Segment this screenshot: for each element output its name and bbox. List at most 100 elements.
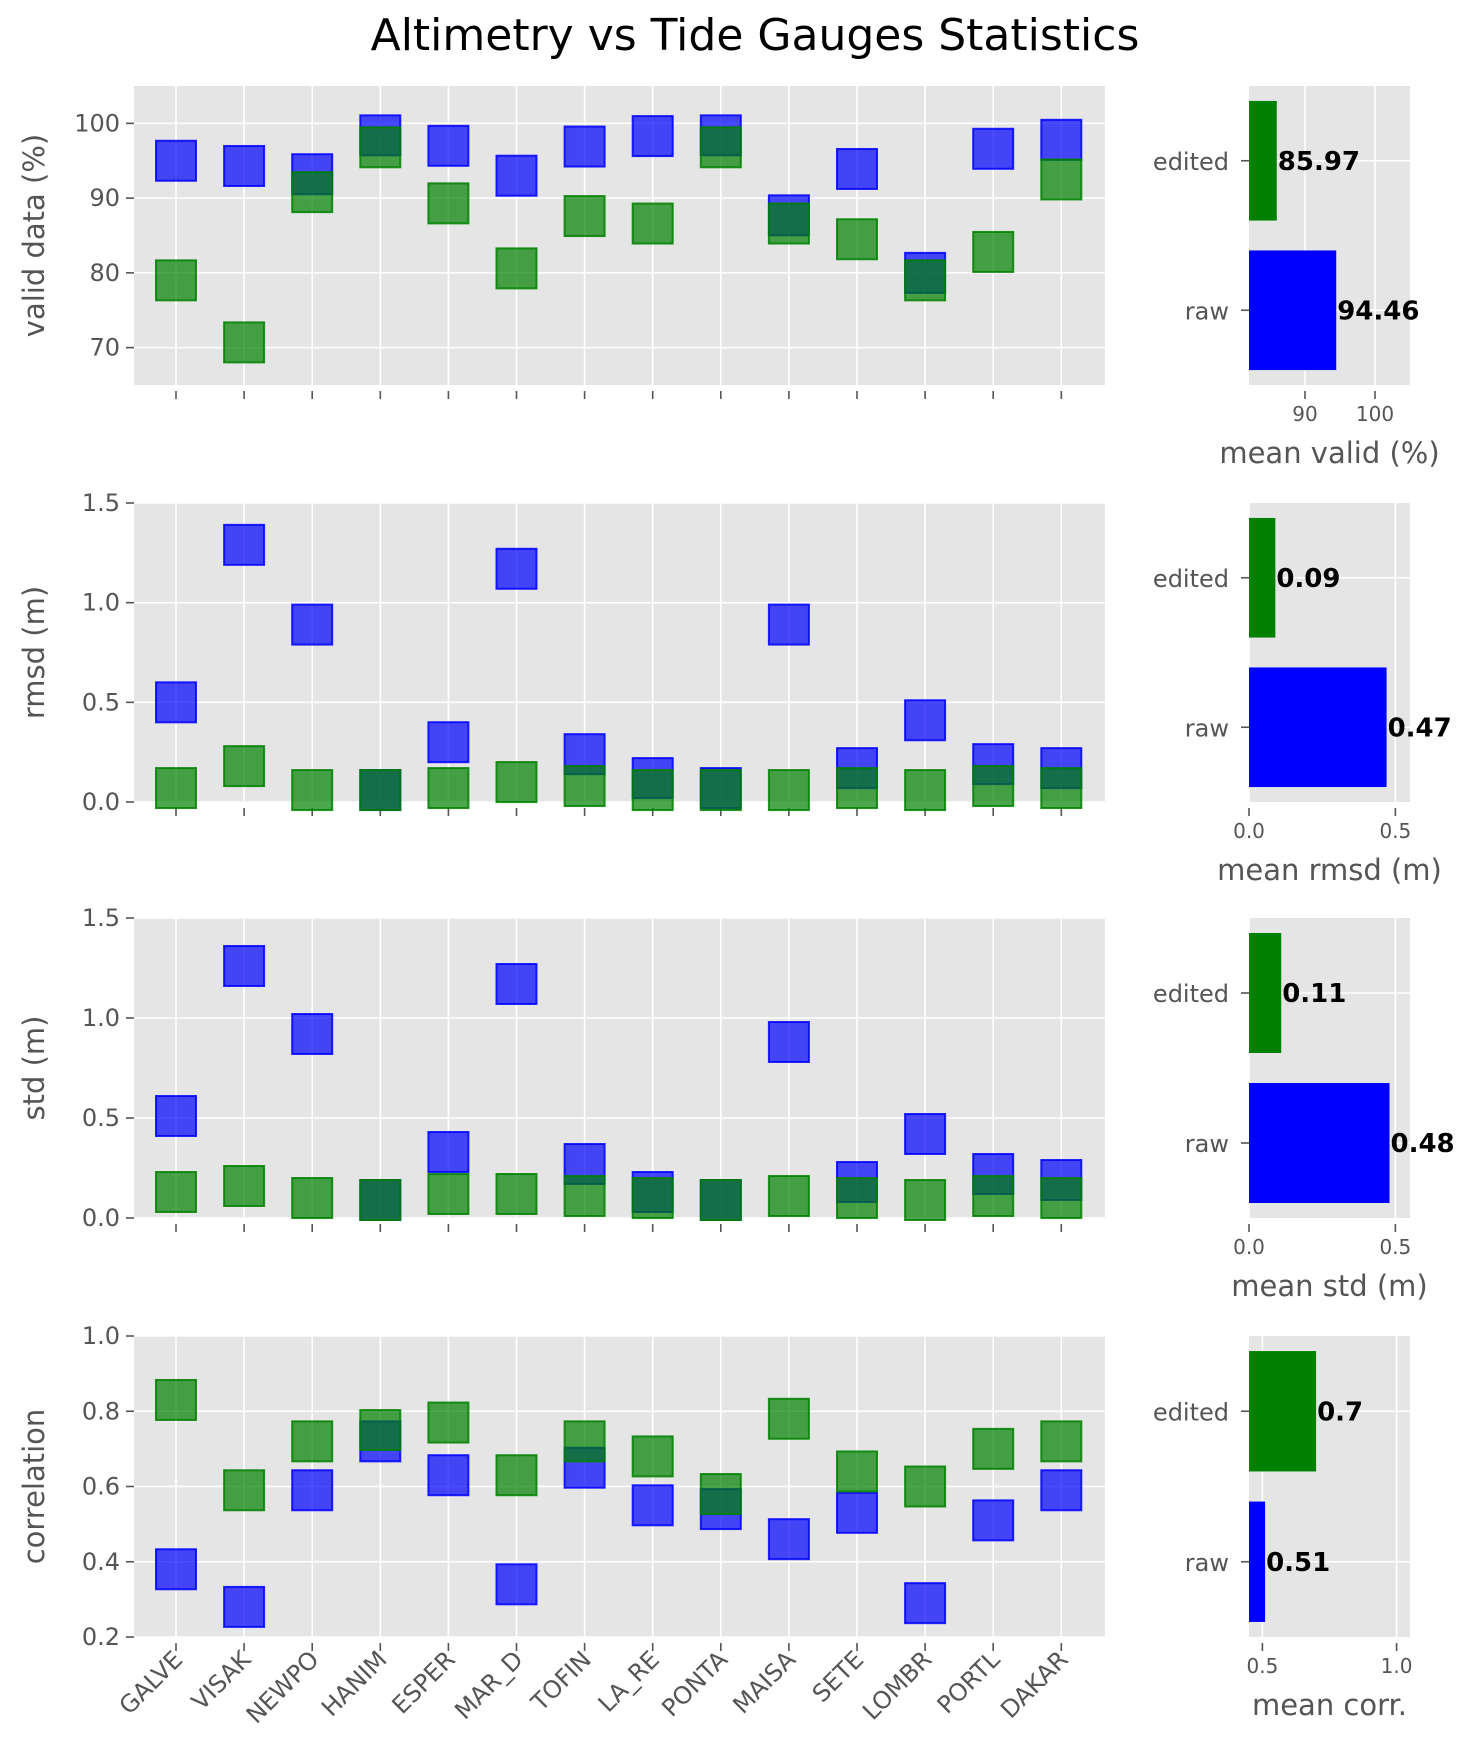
edited-marker	[1040, 158, 1083, 201]
bar-value-label: 0.48	[1391, 1129, 1455, 1159]
edited-marker	[972, 1175, 1015, 1217]
raw-marker	[836, 147, 878, 190]
mean-bar-panel-3: 0.0 0.5 edited 0.11 raw 0.48 mean std (m)	[1153, 918, 1455, 1303]
xtick-label: 0.0	[1233, 1235, 1265, 1259]
x-axis-label: mean corr.	[1252, 1688, 1407, 1722]
edited-marker	[427, 182, 470, 225]
x-axis-label: mean rmsd (m)	[1217, 853, 1442, 887]
raw-marker	[427, 1454, 470, 1497]
edited-marker	[699, 126, 742, 169]
edited-marker	[767, 1397, 810, 1440]
edited-marker	[836, 218, 878, 261]
xtick-label: 0.0	[1233, 819, 1265, 843]
edited-marker	[972, 230, 1015, 273]
raw-marker	[767, 603, 810, 646]
ytick-label: 0.4	[82, 1548, 120, 1576]
raw-bar	[1249, 1083, 1390, 1203]
edited-marker	[767, 1175, 810, 1217]
mean-bar-panel-2: 0.0 0.5 edited 0.09 raw 0.47 mean rmsd (m)	[1153, 503, 1452, 887]
raw-marker	[291, 603, 334, 646]
category-label: edited	[1153, 148, 1229, 176]
raw-marker	[291, 1469, 334, 1512]
edited-marker	[427, 1173, 470, 1215]
ytick-label: 80	[89, 259, 120, 287]
edited-marker	[631, 769, 674, 812]
raw-marker	[631, 1484, 674, 1527]
edited-marker	[155, 1171, 197, 1213]
edited-marker	[836, 1177, 878, 1219]
xtick-label: 0.5	[1247, 1654, 1279, 1678]
edited-marker	[155, 767, 197, 810]
panel-background	[134, 918, 1105, 1218]
ytick-label: 0.2	[82, 1623, 120, 1651]
edited-marker	[631, 1177, 674, 1219]
xtick-label: 100	[1356, 402, 1394, 426]
raw-bar	[1249, 667, 1387, 788]
edited-marker	[904, 1179, 947, 1221]
edited-marker	[223, 745, 266, 788]
station-scatter-panels: 70 80 90 100 valid data (%) 0.0 0.5 1.0 1.5 rmsd …	[17, 86, 1105, 1729]
panel-background	[134, 503, 1105, 802]
edited-marker	[631, 1435, 674, 1478]
ytick-label: 0.5	[82, 688, 120, 716]
edited-marker	[291, 769, 334, 812]
mean-bar-panel-1: 90 100 edited 85.97 raw 94.46 mean valid (%)	[1153, 86, 1440, 470]
edited-marker	[359, 1179, 402, 1221]
xtick-label: 90	[1292, 402, 1317, 426]
station-label: DAKAR	[995, 1645, 1073, 1723]
station-label: SETE	[807, 1645, 869, 1707]
edited-marker	[223, 1165, 266, 1207]
edited-marker	[1040, 1177, 1083, 1219]
bar-value-label: 0.09	[1276, 564, 1340, 594]
xtick-label: 0.5	[1379, 1235, 1411, 1259]
raw-marker	[155, 1548, 197, 1591]
edited-bar	[1249, 517, 1276, 638]
raw-marker	[223, 144, 266, 187]
y-axis-label: valid data (%)	[17, 134, 51, 337]
ytick-label: 0.0	[82, 788, 120, 816]
edited-marker	[291, 1177, 334, 1219]
edited-marker	[563, 1420, 606, 1463]
station-label: TOFIN	[525, 1645, 597, 1717]
raw-marker	[836, 1491, 878, 1534]
category-label: raw	[1185, 1130, 1229, 1158]
edited-marker	[836, 1450, 878, 1493]
raw-marker	[495, 154, 538, 197]
edited-marker	[904, 1465, 947, 1508]
edited-marker	[699, 1179, 742, 1221]
x-axis-label: mean std (m)	[1231, 1269, 1427, 1303]
ytick-label: 0.5	[82, 1104, 120, 1132]
edited-marker	[427, 1401, 470, 1444]
raw-marker	[223, 945, 266, 987]
edited-marker	[495, 761, 538, 804]
y-axis-label: std (m)	[17, 1016, 51, 1121]
scatter-panel-2: 0.0 0.5 1.0 1.5 rmsd (m)	[17, 489, 1105, 816]
station-label: NEWPO	[241, 1645, 325, 1729]
edited-marker	[1040, 1420, 1083, 1463]
station-label: GALVE	[114, 1645, 188, 1719]
edited-marker	[155, 1378, 197, 1421]
y-axis-label: correlation	[17, 1409, 51, 1565]
raw-marker	[972, 1499, 1015, 1542]
edited-marker	[1040, 767, 1083, 810]
ytick-label: 90	[89, 184, 120, 212]
raw-marker	[904, 1113, 947, 1155]
xtick-label: 1.0	[1381, 1654, 1413, 1678]
edited-marker	[155, 259, 197, 302]
raw-marker	[155, 1095, 197, 1137]
bar-value-label: 0.47	[1388, 713, 1452, 743]
edited-marker	[495, 1173, 538, 1215]
raw-marker	[427, 1131, 470, 1173]
raw-marker	[155, 139, 197, 182]
station-label: MAR_D	[449, 1645, 528, 1724]
scatter-panel-4: 0.20.40.60.81.0GALVEVISAKNEWPOHANIMESPER…	[17, 1322, 1105, 1729]
edited-bar	[1249, 933, 1282, 1053]
raw-marker	[291, 1013, 334, 1055]
edited-marker	[563, 765, 606, 808]
edited-marker	[836, 767, 878, 810]
raw-marker	[631, 115, 674, 158]
raw-marker	[563, 125, 606, 168]
mean-bar-panel-4: 0.5 1.0 edited 0.7 raw 0.51 mean corr.	[1153, 1336, 1413, 1722]
edited-marker	[699, 1473, 742, 1516]
edited-marker	[563, 1175, 606, 1217]
